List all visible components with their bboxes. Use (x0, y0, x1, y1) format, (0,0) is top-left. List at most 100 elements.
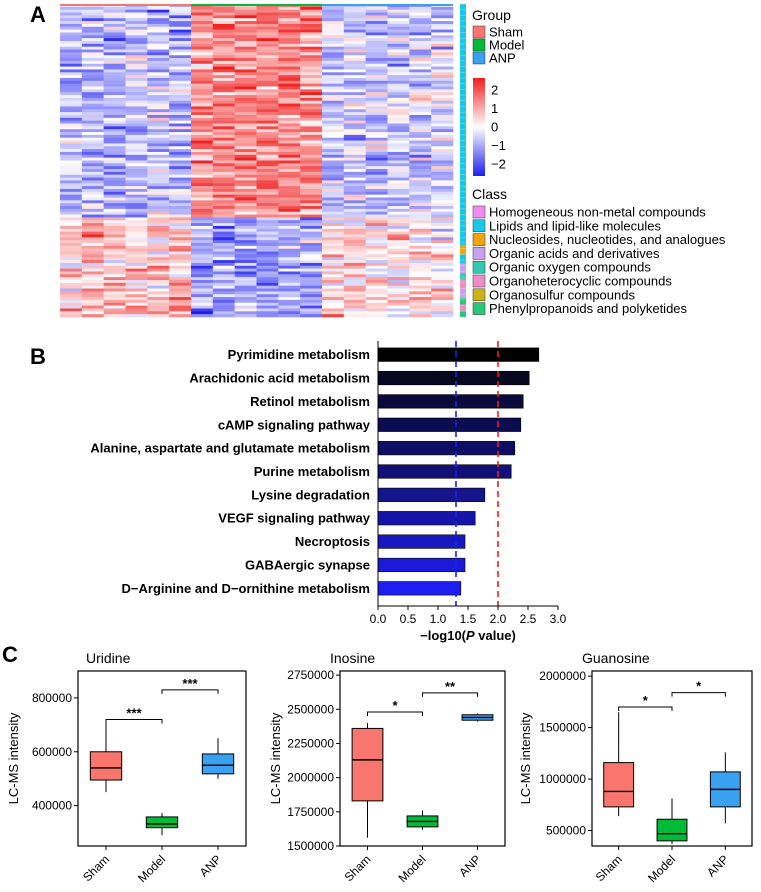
heatmap-cell (300, 299, 323, 304)
heatmap-cell (103, 257, 126, 261)
heatmap-cell (103, 254, 126, 258)
heatmap-cell (191, 268, 214, 272)
heatmap-cell (343, 277, 366, 281)
heatmap-cell (60, 225, 83, 230)
heatmap-cell (103, 137, 126, 141)
box-body (351, 727, 384, 802)
heatmap-cell (409, 86, 432, 90)
heatmap-cell (300, 302, 323, 306)
class-bar-segment (460, 304, 466, 311)
heatmap-cell (234, 191, 257, 195)
heatmap-cell (81, 299, 104, 304)
heatmap-cell (147, 197, 170, 201)
heatmap-cell (278, 200, 301, 204)
heatmap-cell (365, 166, 388, 170)
heatmap-cell (125, 46, 148, 50)
heatmap-cell (256, 208, 279, 213)
heatmap-cell (234, 103, 257, 107)
pathway-label: Necroptosis (295, 534, 370, 549)
heatmap-cell (343, 69, 366, 73)
heatmap-cell (322, 157, 345, 161)
heatmap-cell (212, 217, 235, 221)
heatmap-cell (300, 26, 323, 30)
heatmap-cell (103, 18, 126, 22)
heatmap-cell (191, 271, 214, 275)
heatmap-cell (212, 40, 235, 45)
heatmap-cell (431, 103, 454, 107)
heatmap-cell (431, 89, 454, 93)
heatmap-cell (322, 154, 345, 158)
heatmap-cell (256, 211, 279, 215)
heatmap-cell (256, 291, 279, 295)
box-body (201, 753, 235, 775)
box-title: Guanosine (582, 650, 650, 666)
heatmap-cell (125, 203, 148, 207)
heatmap-cell (125, 60, 148, 65)
heatmap-cell (81, 223, 104, 227)
heatmap-cell (322, 191, 345, 195)
heatmap-cell (387, 280, 410, 284)
heatmap-cell (125, 268, 148, 272)
heatmap-cell (103, 120, 126, 124)
heatmap-cell (365, 143, 388, 147)
heatmap-cell (256, 58, 279, 62)
heatmap-cell (60, 243, 83, 247)
heatmap-cell (300, 9, 323, 13)
y-tick-label: 2250000 (287, 736, 334, 750)
heatmap-cell (125, 120, 148, 124)
heatmap-cell (125, 271, 148, 275)
heatmap-cell (60, 89, 83, 93)
heatmap-cell (81, 265, 104, 269)
heatmap-cell (191, 46, 214, 50)
heatmap-cell (256, 188, 279, 193)
heatmap-cell (365, 134, 388, 139)
heatmap-cell (365, 69, 388, 73)
heatmap-cell (431, 58, 454, 62)
heatmap-cell (343, 83, 366, 87)
heatmap-cell (409, 163, 432, 167)
heatmap-cell (322, 166, 345, 170)
heatmap-cell (365, 260, 388, 264)
heatmap-cell (81, 220, 104, 224)
heatmap-cell (81, 177, 104, 181)
heatmap-cell (81, 271, 104, 275)
heatmap-cell (322, 225, 345, 230)
heatmap-cell (191, 288, 214, 292)
heatmap-cell (431, 143, 454, 147)
heatmap-cell (103, 228, 126, 232)
legend-class-swatch (472, 274, 486, 288)
heatmap-cell (60, 58, 83, 62)
heatmap-cell (191, 302, 214, 306)
heatmap-cell (234, 157, 257, 161)
heatmap-cell (278, 77, 301, 82)
pathway-bars (377, 341, 540, 606)
heatmap-cell (343, 288, 366, 292)
heatmap-cell (125, 243, 148, 247)
heatmap-cell (60, 257, 83, 261)
heatmap-cell (387, 245, 410, 250)
heatmap-cell (387, 92, 410, 96)
heatmap-cell (81, 146, 104, 150)
heatmap-cell (169, 18, 192, 22)
heatmap-cell (212, 137, 235, 141)
heatmap-cell (169, 262, 192, 267)
heatmap-cell (300, 6, 323, 10)
heatmap-cell (147, 137, 170, 141)
heatmap-cell (365, 254, 388, 258)
heatmap-cell (387, 262, 410, 267)
pathway-bar (377, 441, 516, 456)
heatmap-cell (343, 12, 366, 16)
heatmap-cell (60, 55, 83, 59)
heatmap-cell (431, 69, 454, 73)
heatmap-cell (365, 171, 388, 176)
heatmap-cell (256, 251, 279, 255)
heatmap-cell (256, 271, 279, 275)
heatmap-cell (343, 240, 366, 244)
heatmap-cell (191, 60, 214, 65)
heatmap-cell (147, 109, 170, 113)
box-y-label: LC-MS intensity (6, 712, 21, 804)
heatmap-cell (409, 35, 432, 39)
pathway-bar (377, 394, 524, 409)
heatmap-cell (343, 49, 366, 53)
x-tick-label: Sham (342, 852, 374, 884)
